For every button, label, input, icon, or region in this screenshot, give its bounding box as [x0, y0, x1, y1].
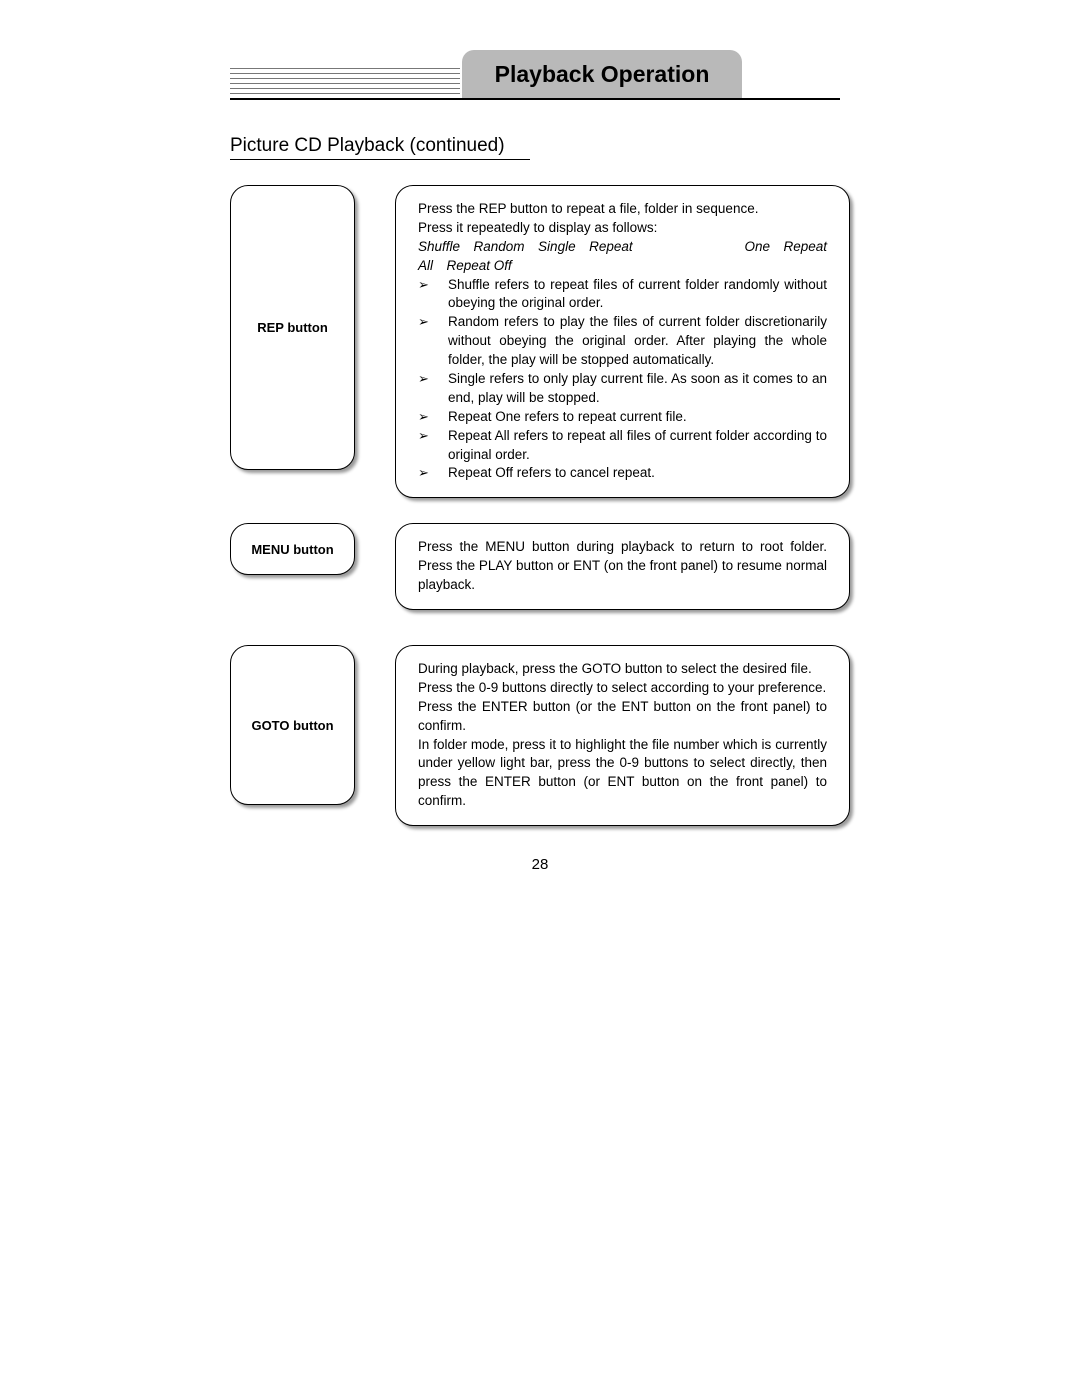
row-rep: REP button Press the REP button to repea…	[230, 185, 850, 498]
rep-bullet: Repeat All refers to repeat all files of…	[418, 427, 827, 465]
rep-bullet-list: Shuffle refers to repeat files of curren…	[418, 276, 827, 484]
label-text: MENU button	[251, 542, 333, 557]
rep-intro-2: Press it repeatedly to display as follow…	[418, 219, 827, 238]
desc-box-goto: During playback, press the GOTO button t…	[395, 645, 850, 826]
goto-para: In folder mode, press it to highlight th…	[418, 736, 827, 812]
goto-para: Press the ENTER button (or the ENT butto…	[418, 698, 827, 736]
label-text: GOTO button	[251, 718, 333, 733]
rep-bullet: Repeat One refers to repeat current file…	[418, 408, 827, 427]
label-rep: REP button	[230, 185, 355, 470]
desc-box-rep: Press the REP button to repeat a file, f…	[395, 185, 850, 498]
header-title: Playback Operation	[495, 61, 710, 88]
desc-inner-rep: Press the REP button to repeat a file, f…	[395, 185, 850, 498]
label-menu: MENU button	[230, 523, 355, 575]
page: Playback Operation Picture CD Playback (…	[230, 50, 850, 873]
rep-bullet: Random refers to play the files of curre…	[418, 313, 827, 370]
page-number: 28	[230, 856, 850, 873]
goto-para: During playback, press the GOTO button t…	[418, 660, 827, 679]
label-box-rep: REP button	[230, 185, 355, 498]
desc-box-menu: Press the MENU button during playback to…	[395, 523, 850, 610]
row-menu: MENU button Press the MENU button during…	[230, 523, 850, 610]
rep-bullet: Repeat Off refers to cancel repeat.	[418, 464, 827, 483]
label-text: REP button	[257, 320, 328, 335]
header: Playback Operation	[230, 50, 850, 110]
content-area: REP button Press the REP button to repea…	[230, 185, 850, 826]
desc-inner-menu: Press the MENU button during playback to…	[395, 523, 850, 610]
rep-modes-line1: Shuffle Random Single Repeat One Repeat	[418, 238, 827, 257]
rep-bullet: Single refers to only play current file.…	[418, 370, 827, 408]
rep-intro-1: Press the REP button to repeat a file, f…	[418, 200, 827, 219]
row-goto: GOTO button During playback, press the G…	[230, 645, 850, 826]
header-title-tab: Playback Operation	[462, 50, 742, 98]
goto-para: Press the 0-9 buttons directly to select…	[418, 679, 827, 698]
rep-bullet: Shuffle refers to repeat files of curren…	[418, 276, 827, 314]
label-box-menu: MENU button	[230, 523, 355, 610]
section-title: Picture CD Playback (continued)	[230, 135, 530, 160]
label-goto: GOTO button	[230, 645, 355, 805]
desc-inner-goto: During playback, press the GOTO button t…	[395, 645, 850, 826]
rep-modes-line2: All Repeat Off	[418, 257, 827, 276]
menu-para: Press the MENU button during playback to…	[418, 538, 827, 595]
label-box-goto: GOTO button	[230, 645, 355, 826]
header-underline	[230, 98, 840, 100]
